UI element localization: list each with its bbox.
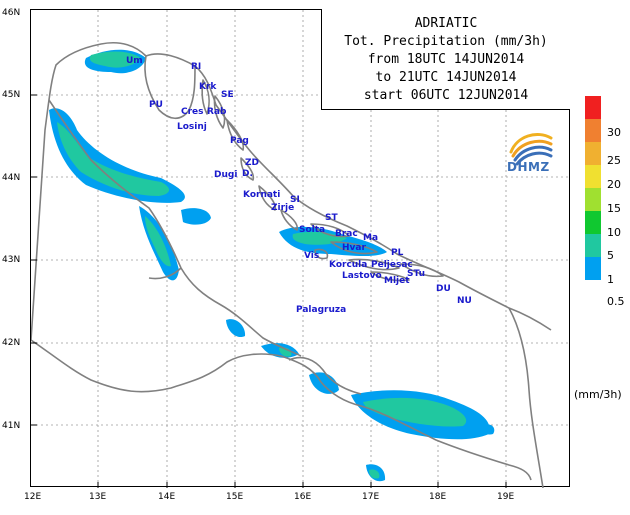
legend-label-30: 30 xyxy=(607,126,621,139)
place-si: SI xyxy=(290,195,300,205)
legend-swatch-05 xyxy=(585,257,601,280)
place-ri: RI xyxy=(191,62,201,72)
place-stu: STu xyxy=(407,269,425,279)
title-box: ADRIATIC Tot. Precipitation (mm/3h) from… xyxy=(321,9,570,110)
place-se: SE xyxy=(221,90,234,100)
legend-swatch-30 xyxy=(585,96,601,119)
place-um: Um xyxy=(126,56,143,66)
title-line-start: start 06UTC 12JUN2014 xyxy=(363,88,529,103)
lon-label-17e: 17E xyxy=(362,492,379,502)
place-vis: Vis xyxy=(304,251,319,261)
legend-label-15: 15 xyxy=(607,202,621,215)
lon-axis-labels: 12E 13E 14E 15E 16E 17E 18E 19E xyxy=(24,492,514,502)
place-hvar: Hvar xyxy=(342,243,366,253)
lon-label-16e: 16E xyxy=(294,492,311,502)
lon-label-14e: 14E xyxy=(158,492,175,502)
place-pag: Pag xyxy=(230,136,249,146)
lat-label-42n: 42N xyxy=(2,338,20,348)
legend-swatch-1 xyxy=(585,234,601,257)
legend-swatch-25 xyxy=(585,119,601,142)
lat-label-43n: 43N xyxy=(2,255,20,265)
legend-swatch-5 xyxy=(585,211,601,234)
place-dugi: Dugi xyxy=(214,170,237,180)
title-line-to: to 21UTC 14JUN2014 xyxy=(375,70,517,85)
lon-label-13e: 13E xyxy=(89,492,106,502)
lat-axis-labels: 46N 45N 44N 43N 42N 41N xyxy=(2,8,20,431)
legend-label-5: 5 xyxy=(607,249,614,262)
place-zd: ZD xyxy=(245,158,259,168)
place-kornati: Kornati xyxy=(243,190,280,200)
lon-label-12e: 12E xyxy=(24,492,41,502)
lat-label-44n: 44N xyxy=(2,173,20,183)
title-line-region: ADRIATIC xyxy=(414,16,478,31)
place-peljesac: Peljesac xyxy=(371,260,413,270)
legend-label-20: 20 xyxy=(607,178,621,191)
place-rab: Rab xyxy=(207,107,227,117)
place-korcula: Korcula xyxy=(329,260,367,270)
legend-unit: (mm/3h) xyxy=(574,388,622,401)
title-line-variable: Tot. Precipitation (mm/3h) xyxy=(344,34,548,49)
place-du: DU xyxy=(436,284,451,294)
place-mljet: Mljet xyxy=(384,276,410,286)
axis-ticks xyxy=(31,94,507,488)
place-labels: Um RI Krk SE PU Cres Rab Losinj Pag ZD D… xyxy=(126,56,472,315)
lon-label-15e: 15E xyxy=(226,492,243,502)
lon-label-19e: 19E xyxy=(497,492,514,502)
legend-label-05: 0.5 xyxy=(607,295,625,308)
place-zirje: Zirje xyxy=(271,203,294,213)
legend-label-10: 10 xyxy=(607,226,621,239)
place-pu: PU xyxy=(149,100,163,110)
coastline xyxy=(30,41,552,489)
legend-label-1: 1 xyxy=(607,273,614,286)
lat-label-41n: 41N xyxy=(2,421,20,431)
place-solta: Solta xyxy=(299,225,325,235)
legend-swatch-15 xyxy=(585,165,601,188)
title-line-from: from 18UTC 14JUN2014 xyxy=(367,52,525,67)
lat-label-46n: 46N xyxy=(2,8,20,18)
place-lastovo: Lastovo xyxy=(342,271,382,281)
place-pl: PL xyxy=(391,248,404,258)
place-brac: Brac xyxy=(335,229,358,239)
lat-label-45n: 45N xyxy=(2,90,20,100)
place-st: ST xyxy=(325,213,338,223)
lon-label-18e: 18E xyxy=(429,492,446,502)
place-cres: Cres xyxy=(181,107,204,117)
place-losinj: Losinj xyxy=(177,122,207,132)
legend-swatch-20 xyxy=(585,142,601,165)
place-nu: NU xyxy=(457,296,472,306)
legend-swatch-10 xyxy=(585,188,601,211)
dhmz-logo-text: DHMZ xyxy=(507,160,550,174)
place-krk: Krk xyxy=(199,82,217,92)
place-palagruza: Palagruza xyxy=(296,305,346,315)
place-d: D. xyxy=(242,169,253,179)
legend-label-25: 25 xyxy=(607,154,621,167)
dhmz-logo-icon xyxy=(509,133,553,166)
place-ma: Ma xyxy=(363,233,378,243)
